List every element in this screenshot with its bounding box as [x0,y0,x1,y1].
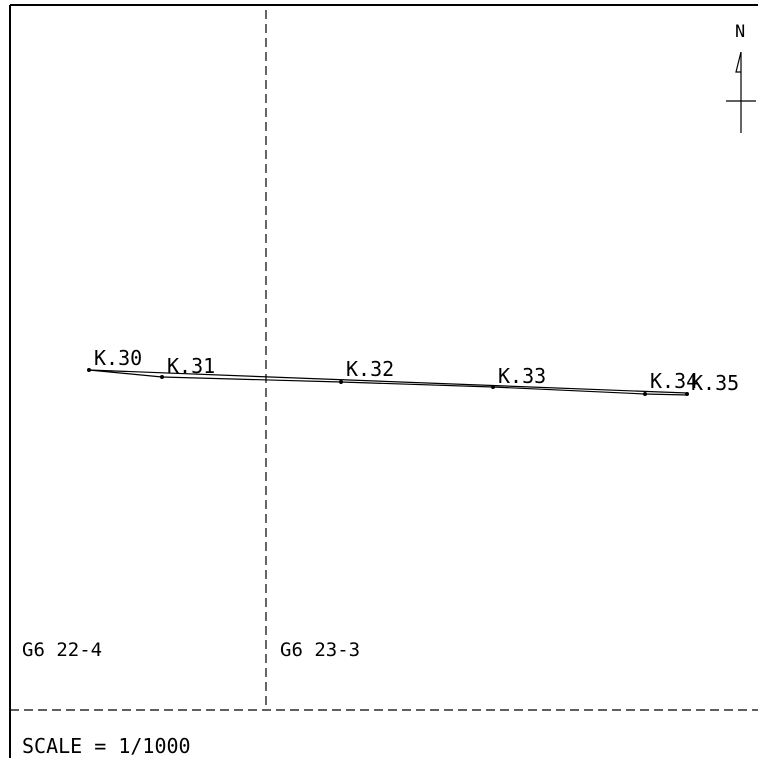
station-point [685,392,689,396]
station-point [87,368,91,372]
traverse-segment [644,393,688,396]
station-label: K.32 [346,357,394,381]
station-label: K.30 [94,346,142,370]
station-point [643,392,647,396]
station-point [491,385,495,389]
north-label: N [735,22,745,42]
sheet-label: G6 23-3 [280,639,360,661]
traverse-segment [88,369,163,378]
station-label: K.33 [498,364,546,388]
traverse-segment [88,369,688,394]
station-label: K.35 [691,371,739,395]
station-label: K.34 [650,369,698,393]
north-arrow-icon [726,51,756,133]
sheet-label: G6 22-4 [22,639,102,661]
traverse-segment [340,381,494,388]
station-point [160,375,164,379]
scale-label: SCALE = 1/1000 [22,734,191,758]
traverse-segment [492,386,646,395]
station-point [339,380,343,384]
station-label: K.31 [167,354,215,378]
traverse-line [88,369,688,396]
traverse-segment [161,376,342,383]
